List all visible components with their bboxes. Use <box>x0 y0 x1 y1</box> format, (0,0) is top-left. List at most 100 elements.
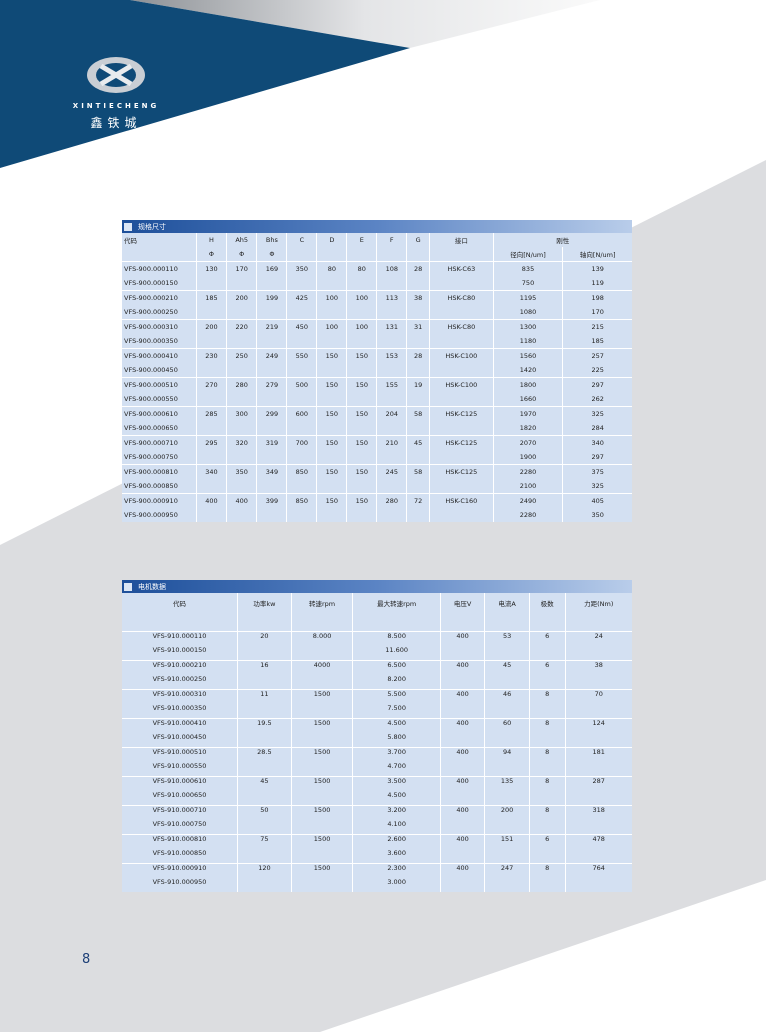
table-cell <box>376 421 407 436</box>
table-cell <box>376 276 407 291</box>
table-cell: 150 <box>316 435 347 450</box>
table-row: VFS-910.000910 120 1500 2.300 400 247 8 764 <box>122 863 632 878</box>
table-cell <box>439 675 485 690</box>
table-cell <box>376 247 407 262</box>
table-cell <box>406 479 430 494</box>
table-cell <box>376 363 407 378</box>
table-cell: VFS-910.000110 <box>122 631 238 646</box>
table-cell <box>122 247 197 262</box>
table-cell: 8 <box>528 689 565 704</box>
table-cell <box>406 276 430 291</box>
table-cell <box>290 675 353 690</box>
table-row: VFS-910.000350 7.500 <box>122 704 632 719</box>
table-cell: 1500 <box>290 776 353 791</box>
table-cell: 400 <box>439 805 485 820</box>
table-cell: Φ <box>225 247 257 262</box>
table-cell <box>439 791 485 806</box>
table-cell: 113 <box>376 290 407 305</box>
table-cell: 2280 <box>492 508 563 522</box>
table-cell: 16 <box>237 660 292 675</box>
table-cell <box>196 305 227 320</box>
table-cell <box>256 305 287 320</box>
table-cell: 285 <box>196 406 227 421</box>
table-cell <box>429 479 494 494</box>
table-cell: 204 <box>376 406 407 421</box>
table-cell: 151 <box>484 834 530 849</box>
table-cell <box>286 363 317 378</box>
table-cell: 1500 <box>290 747 353 762</box>
table-cell: 代码 <box>173 600 187 608</box>
table-cell <box>429 450 494 465</box>
table-cell: 58 <box>406 406 430 421</box>
table-cell: VFS-910.000610 <box>122 776 238 791</box>
table-cell: 153 <box>376 348 407 363</box>
table-cell: VFS-900.000410 <box>122 348 197 363</box>
table-cell: 550 <box>286 348 317 363</box>
table-cell: 3.500 <box>352 776 441 791</box>
table-cell <box>528 646 565 661</box>
table-cell: 850 <box>286 493 317 508</box>
table-cell: VFS-910.000150 <box>152 646 207 654</box>
table-cell <box>237 733 292 748</box>
table-row: VFS-910.000150 11.600 <box>122 646 632 661</box>
table-cell: VFS-910.000450 <box>152 733 207 741</box>
table-cell <box>256 450 287 465</box>
table-cell: 1500 <box>290 718 353 733</box>
table-cell: 3.000 <box>352 878 441 892</box>
table-cell <box>196 334 227 349</box>
table-row: VFS-900.000850 2100 325 <box>122 479 632 494</box>
table-cell <box>316 392 347 407</box>
table-cell: 19 <box>406 377 430 392</box>
table-cell: 1180 <box>492 334 563 349</box>
table-cell: 120 <box>237 863 292 878</box>
table-cell: 230 <box>196 348 227 363</box>
table-cell <box>564 646 632 661</box>
table-row: VFS-910.000550 4.700 <box>122 762 632 777</box>
table-cell: 150 <box>316 348 347 363</box>
table-cell: 38 <box>406 290 430 305</box>
table-cell <box>484 791 530 806</box>
table-cell <box>406 508 430 522</box>
table-cell: Bhs <box>256 233 287 247</box>
table-cell <box>346 363 377 378</box>
table-cell: 135 <box>484 776 530 791</box>
table-cell: 400 <box>439 718 485 733</box>
table-cell: 1820 <box>492 421 563 436</box>
table-cell: 150 <box>346 406 377 421</box>
table-cell: 200 <box>484 805 530 820</box>
table-cell: 325 <box>562 406 632 421</box>
table-cell <box>196 508 227 522</box>
table-cell: VFS-900.000550 <box>124 395 178 403</box>
table-cell: 198 <box>562 290 632 305</box>
table-cell <box>406 421 430 436</box>
table-cell: HSK-C125 <box>429 406 494 421</box>
table-cell: 2490 <box>492 493 563 508</box>
table-cell: 1900 <box>492 450 563 465</box>
table-title-bar: 规格尺寸 <box>122 220 632 233</box>
table-cell: VFS-900.000650 <box>124 424 178 432</box>
table-cell: 279 <box>256 377 287 392</box>
table-cell: VFS-910.000950 <box>152 878 207 886</box>
table-cell: VFS-910.000650 <box>152 791 207 799</box>
table-cell: 3.200 <box>352 805 441 820</box>
table-cell: 700 <box>286 435 317 450</box>
brand-name-en: XINTIECHENG <box>72 102 160 110</box>
table-cell: VFS-910.000850 <box>152 849 207 857</box>
table-cell: 1080 <box>492 305 563 320</box>
table-cell <box>256 508 287 522</box>
table-cell: 287 <box>564 776 632 791</box>
table-cell <box>286 479 317 494</box>
page-number: 8 <box>82 952 91 967</box>
table-cell <box>225 508 257 522</box>
table-cell: 8.200 <box>352 675 441 690</box>
table-cell: 6 <box>528 834 565 849</box>
table-cell <box>286 392 317 407</box>
table-cell: H <box>196 233 227 247</box>
table-cell <box>528 704 565 719</box>
table-cell: HSK-C63 <box>429 261 494 276</box>
table-cell: 3.600 <box>352 849 441 864</box>
table-cell <box>439 704 485 719</box>
motor-data-table: 电机数据 代码 功率kw 转速rpm 最大转速rpm 电压V 电流A 极数 力距(Nm) VFS… <box>122 580 632 892</box>
table-cell <box>439 820 485 835</box>
table-cell: 325 <box>562 479 632 494</box>
